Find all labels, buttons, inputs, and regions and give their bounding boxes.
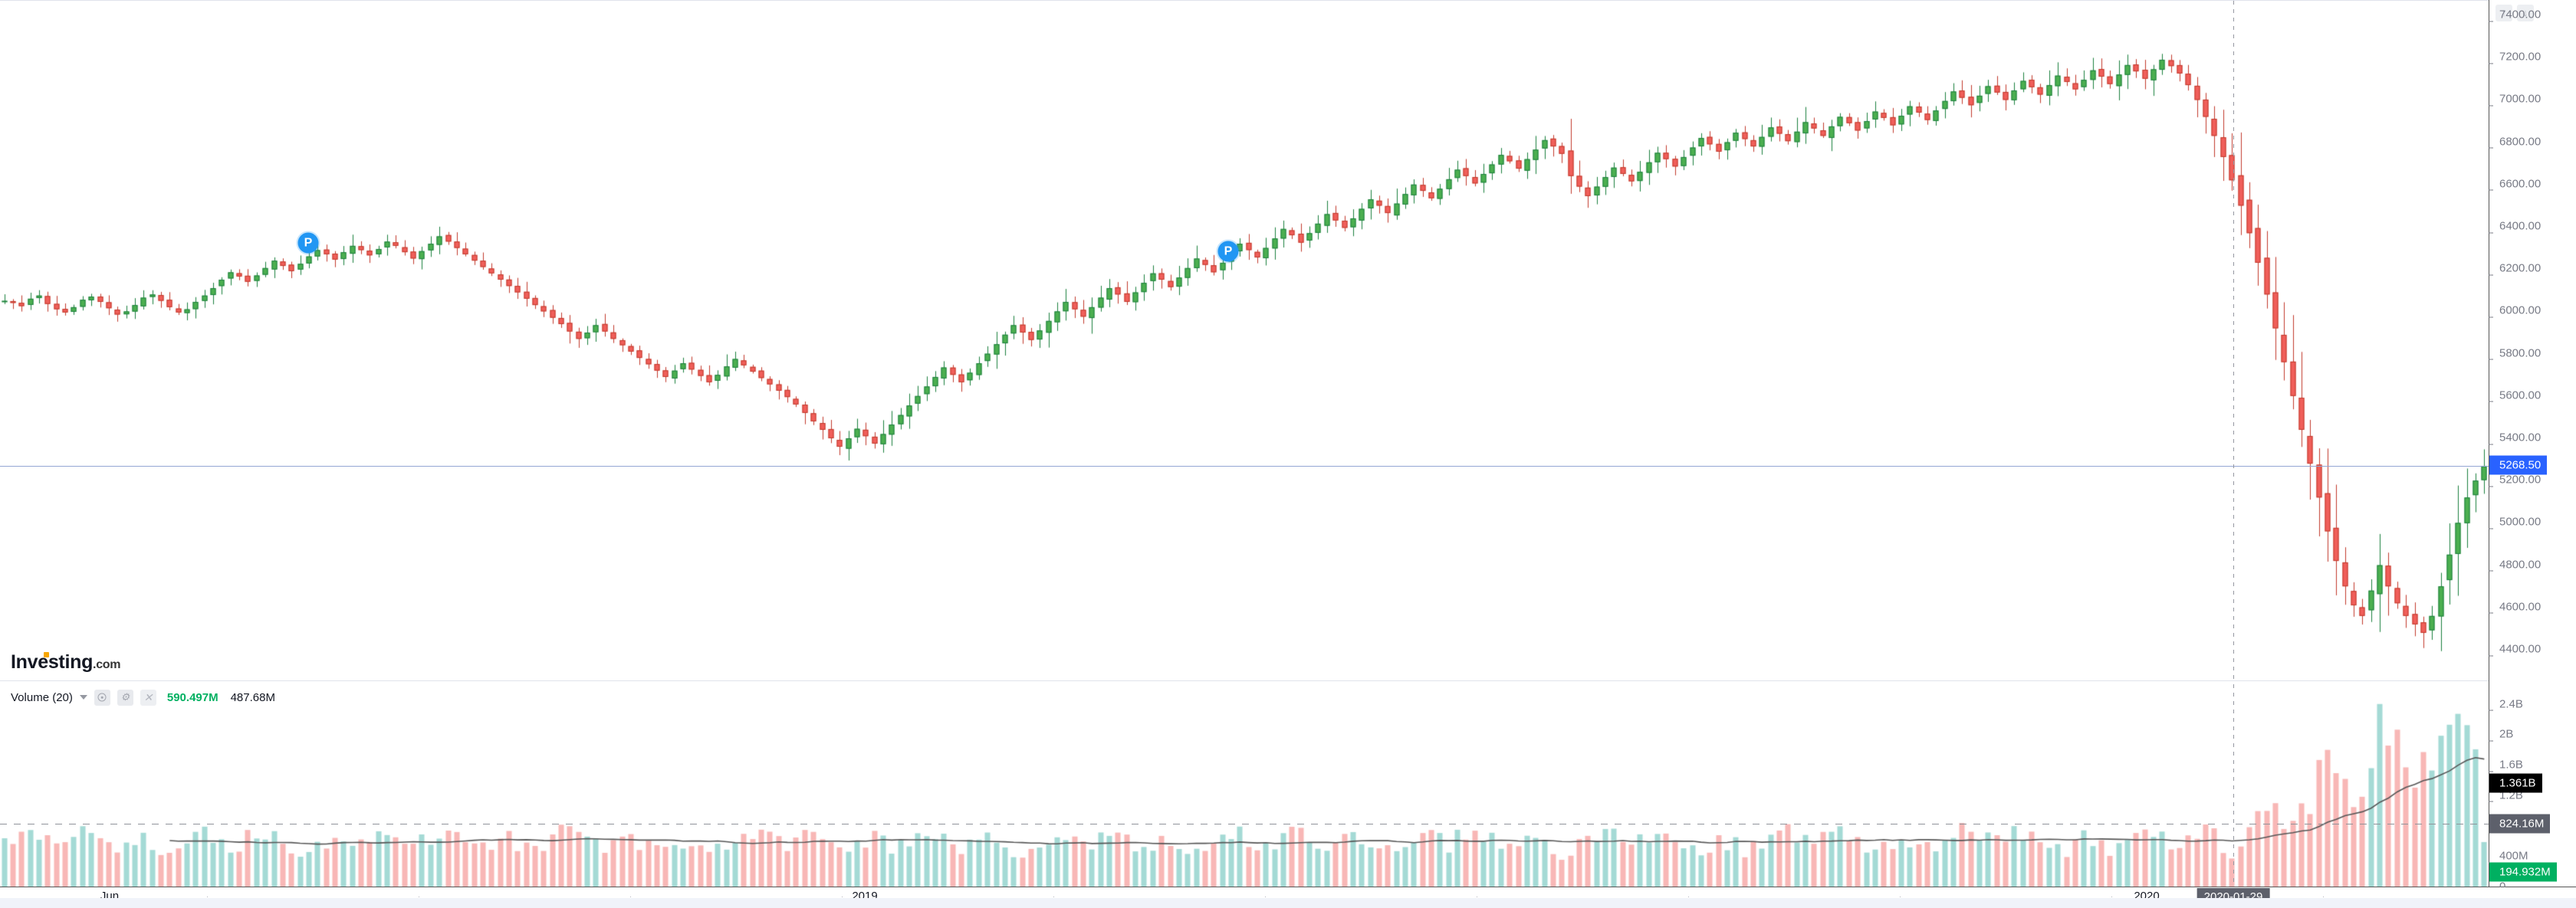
chart-marker-p[interactable]: P: [1217, 241, 1239, 262]
candlestick-series: [0, 1, 2489, 680]
volume-badge-last: 194.932M: [2489, 862, 2557, 882]
price-axis-tick: 5800.00: [2489, 346, 2541, 366]
bottom-strip: [0, 898, 2576, 908]
volume-series: [0, 684, 2489, 887]
crosshair-vertical-line-volume: [2233, 684, 2234, 887]
chevron-down-icon[interactable]: [79, 695, 87, 700]
price-axis[interactable]: ↑ ↓ 7400.00 7200.00 7000.00 6800.00 6600.00 6…: [2489, 0, 2576, 893]
price-axis-tick: 6200.00: [2489, 262, 2541, 281]
current-price-badge: 5268.50: [2489, 455, 2548, 475]
price-axis-tick: 7400.00: [2489, 8, 2541, 28]
volume-axis-tick: 2.4B: [2489, 697, 2523, 717]
volume-pane[interactable]: [0, 684, 2489, 887]
volume-value: 590.497M: [166, 690, 219, 704]
volume-axis-tick: 1.6B: [2489, 759, 2523, 778]
chart-marker-p[interactable]: P: [297, 232, 319, 254]
volume-indicator-title[interactable]: Volume (20): [11, 690, 73, 704]
price-axis-tick: 5400.00: [2489, 431, 2541, 451]
price-axis-tick: 6400.00: [2489, 220, 2541, 239]
volume-axis-tick: 1.2B: [2489, 788, 2523, 808]
gear-icon[interactable]: ⚙: [117, 689, 133, 706]
price-axis-tick: 6800.00: [2489, 135, 2541, 155]
volume-ma-value: 487.68M: [230, 690, 275, 704]
current-price-line: [0, 466, 2489, 467]
price-axis-tick: 5000.00: [2489, 516, 2541, 535]
volume-badge-avg: 824.16M: [2489, 814, 2551, 834]
arrow-up-icon[interactable]: ↑: [2496, 5, 2512, 21]
watermark-dot-icon: [44, 652, 49, 657]
volume-legend: Volume (20) ⚙ ✕ 590.497M 487.68M: [11, 689, 275, 706]
price-axis-tick: 7200.00: [2489, 51, 2541, 70]
volume-axis-tick: 2B: [2489, 728, 2513, 747]
price-axis-tick: 6600.00: [2489, 177, 2541, 197]
eye-icon[interactable]: [94, 689, 110, 706]
arrow-down-icon[interactable]: ↓: [2517, 5, 2534, 21]
price-axis-tick: 4800.00: [2489, 558, 2541, 578]
crosshair-vertical-line: [2233, 1, 2234, 680]
close-icon[interactable]: ✕: [140, 689, 156, 706]
investing-watermark: Investing.com: [11, 651, 121, 673]
price-pane[interactable]: P P Investing.com: [0, 1, 2489, 680]
price-axis-tick: 6000.00: [2489, 304, 2541, 323]
volume-badge-high: 1.361B: [2489, 773, 2542, 793]
price-axis-tick: 5600.00: [2489, 388, 2541, 408]
pane-divider[interactable]: [0, 680, 2576, 681]
price-axis-tick: 4600.00: [2489, 600, 2541, 620]
price-axis-tick: 7000.00: [2489, 93, 2541, 112]
price-axis-tick: 4400.00: [2489, 643, 2541, 662]
price-axis-tick: 5200.00: [2489, 474, 2541, 493]
top-divider: [0, 0, 2576, 1]
